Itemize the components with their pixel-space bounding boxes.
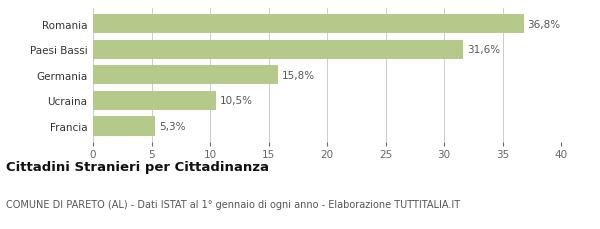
Bar	[93, 15, 524, 34]
Text: 5,3%: 5,3%	[159, 121, 185, 131]
Text: Cittadini Stranieri per Cittadinanza: Cittadini Stranieri per Cittadinanza	[6, 160, 269, 173]
Bar	[93, 117, 155, 136]
Bar	[93, 41, 463, 60]
Bar	[93, 66, 278, 85]
Text: 36,8%: 36,8%	[527, 20, 561, 30]
Text: 15,8%: 15,8%	[282, 71, 315, 81]
Text: 10,5%: 10,5%	[220, 96, 253, 106]
Bar	[93, 91, 216, 111]
Text: 31,6%: 31,6%	[467, 45, 500, 55]
Text: COMUNE DI PARETO (AL) - Dati ISTAT al 1° gennaio di ogni anno - Elaborazione TUT: COMUNE DI PARETO (AL) - Dati ISTAT al 1°…	[6, 199, 460, 209]
